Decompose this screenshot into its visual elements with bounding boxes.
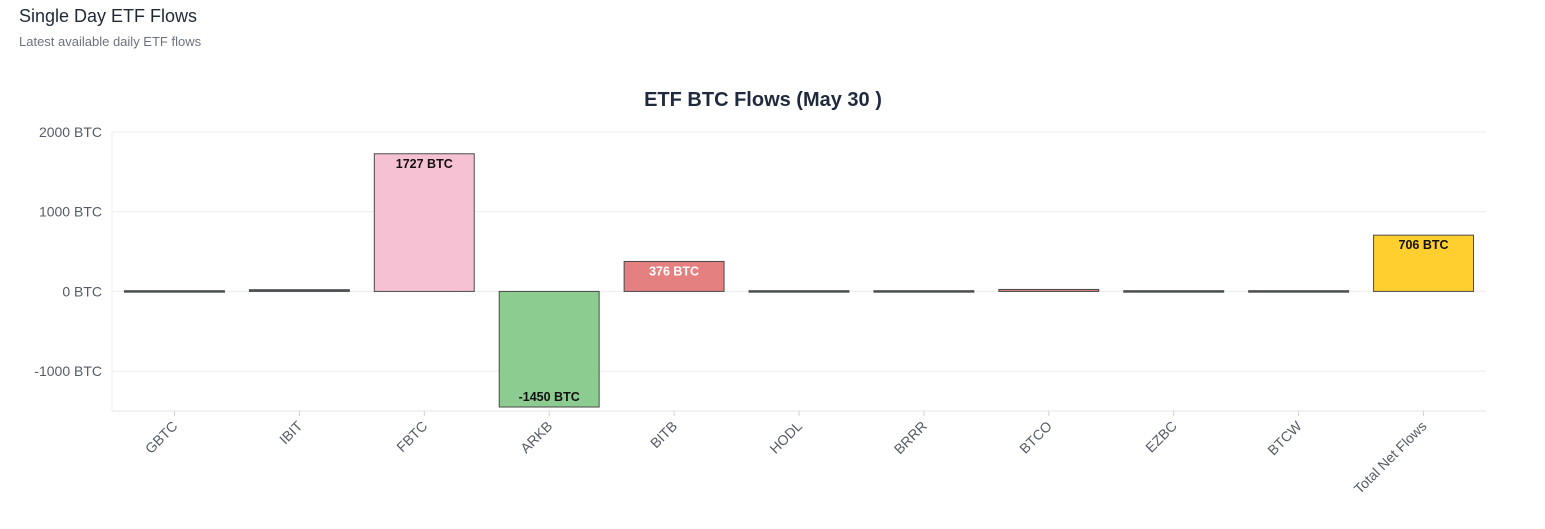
page-subtitle: Latest available daily ETF flows [19,34,202,49]
bar-brrr[interactable] [873,290,975,293]
grid-lines [111,131,1486,412]
bar-btco[interactable] [998,288,1100,292]
data-label: 1727 BTC [396,157,453,171]
chart-title: ETF BTC Flows (May 30 ) [644,89,882,111]
data-label: 706 BTC [1399,238,1449,252]
x-tick-label: BITB [647,418,680,451]
bar-gbtc[interactable] [123,290,225,293]
bar-fbtc[interactable] [373,153,475,292]
x-tick-label: HODL [766,418,805,457]
page-header: Single Day ETF Flows Latest available da… [19,5,201,50]
bar-arkb[interactable] [498,290,600,408]
x-tick-label: EZBC [1142,418,1180,456]
page-title: Single Day ETF Flows [19,6,198,26]
x-tick-label: BTCO [1016,418,1055,457]
data-labels: 1727 BTC -1450 BTC 376 BTC 706 BTC [396,157,1449,404]
data-label: -1450 BTC [519,390,580,404]
y-axis-ticks: 2000 BTC 1000 BTC 0 BTC -1000 BTC [34,124,102,379]
y-tick-label: 2000 BTC [39,124,102,140]
x-tick-label: ARKB [517,418,555,456]
bar-ibit[interactable] [248,289,350,292]
x-tick-label: GBTC [142,418,181,457]
bar-bitb[interactable] [623,260,725,292]
bar-total-net-flows[interactable] [1373,234,1475,292]
data-label: 376 BTC [649,264,699,278]
x-tick-label: FBTC [393,418,430,455]
x-tick-label: Total Net Flows [1351,418,1430,497]
x-tick-label: BTCW [1264,417,1305,458]
x-axis-ticks: GBTC IBIT FBTC ARKB BITB HODL BRRR BTCO EZBC BTCW… [142,411,1430,497]
y-tick-label: 0 BTC [62,283,102,299]
x-tick-label: BRRR [891,418,930,457]
bar-btcw[interactable] [1248,290,1350,293]
y-tick-label: -1000 BTC [34,363,102,379]
bars [123,153,1475,408]
y-tick-label: 1000 BTC [39,204,102,220]
x-tick-label: IBIT [276,417,306,447]
bar-hodl[interactable] [748,290,850,293]
bar-ezbc[interactable] [1123,290,1225,293]
